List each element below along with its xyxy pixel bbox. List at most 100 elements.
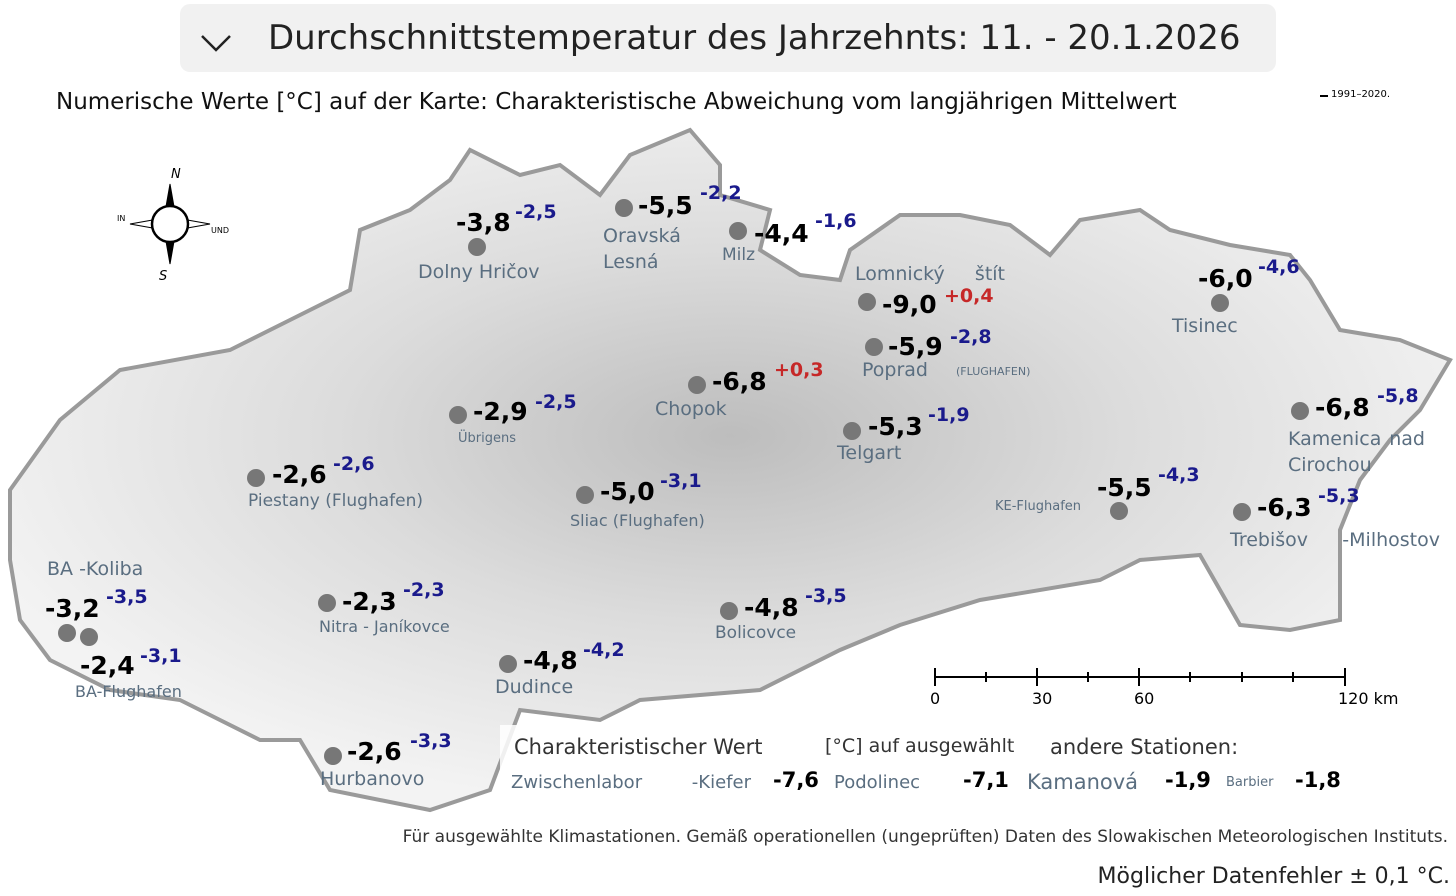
other-station-name: Kamanová [1027,770,1139,794]
station-note: (FLUGHAFEN) [956,365,1031,378]
station-value: -6,0 [1198,264,1253,293]
other-station-value: -7,1 [963,768,1009,792]
station-deviation: -4,6 [1258,256,1300,278]
station-value: -4,8 [523,646,578,675]
station-deviation: -4,3 [1158,464,1200,486]
compass-west: IN [117,214,126,223]
station-deviation: -2,2 [700,182,742,204]
station-dot [80,628,98,646]
station-deviation: -2,8 [950,326,992,348]
station-dot [729,222,747,240]
station-dot [499,655,517,673]
station-name: Dolny Hričov [418,261,540,283]
compass [129,183,211,265]
station-value: -5,5 [638,191,693,220]
station-value: -6,8 [1315,393,1370,422]
station-dot [858,293,876,311]
station-dot [1211,294,1229,312]
dropdown-chevron[interactable] [201,35,231,52]
station-value: -2,4 [80,651,135,680]
compass-north: N [171,167,181,182]
station-name: Dudince [495,676,574,698]
other-station-value: -7,6 [773,768,819,792]
station-dot [58,624,76,642]
station-value: -3,2 [45,594,100,623]
compass-east: UND [211,226,229,235]
station-name: Kamenica nad Cirochou [1288,428,1425,476]
station-value: -2,3 [342,587,397,616]
station-name: Tisinec [1172,315,1238,337]
station-value: -5,3 [868,412,923,441]
station-deviation: -1,6 [815,210,857,232]
station-dot [449,406,467,424]
legend-heading: [°C] auf ausgewählt [825,735,1015,757]
station-dot [1110,502,1128,520]
scale-label: 30 [1032,689,1053,708]
station-deviation: -3,1 [660,470,702,492]
station-deviation: -2,5 [535,391,577,413]
station-value: -2,6 [272,460,327,489]
station-name: Lomnický štít [855,263,1005,285]
station-name: Hurbanovo [320,768,425,790]
station-deviation: -2,6 [333,453,375,475]
station-dot [688,376,706,394]
station-dot [1233,503,1251,521]
station-name: BA-Flughafen [75,682,182,701]
station-value: -6,3 [1257,493,1312,522]
station-dot [843,422,861,440]
station-name: Sliac (Flughafen) [570,511,705,530]
station-dot [576,486,594,504]
station-value: -3,8 [456,208,511,237]
station-deviation: +0,3 [774,359,824,381]
station-value: -4,8 [744,593,799,622]
station-name: KE-Flughafen [995,499,1082,514]
station-name: Übrigens [458,431,516,446]
station-name: Trebišov -Milhostov [1230,529,1440,551]
legend-heading: Charakteristischer Wert [514,735,763,759]
station-dot [720,602,738,620]
station-deviation: -2,3 [403,579,445,601]
reference-period: 1991–2020. [1331,89,1391,100]
station-deviation: -3,3 [410,730,452,752]
station-value: -5,5 [1097,473,1152,502]
station-deviation: -3,5 [106,586,148,608]
footer-note: Für ausgewählte Klimastationen. Gemäß op… [402,827,1448,847]
station-deviation: +0,4 [944,285,994,307]
station-name: Telgart [837,442,902,464]
footer-error: Möglicher Datenfehler ± 0,1 °C. [1097,864,1450,889]
station-deviation: -1,9 [928,404,970,426]
legend-bg [500,725,1300,800]
compass-south: S [159,269,168,284]
subtitle: Numerische Werte [°C] auf der Karte: Cha… [56,89,1177,115]
station-name: Piestany (Flughafen) [248,491,423,511]
station-dot [865,338,883,356]
legend-heading: andere Stationen: [1050,735,1239,759]
station-deviation: -5,3 [1318,485,1360,507]
station-value: -9,0 [882,290,937,319]
station-dot [615,199,633,217]
scale-label: 120 km [1338,689,1399,708]
station-value: -5,0 [600,477,655,506]
title: Durchschnittstemperatur des Jahrzehnts: … [268,18,1241,58]
other-station-name: Zwischenlabor -Kiefer [511,771,751,793]
station-value: -2,9 [473,397,528,426]
station-name: BA -Koliba [47,558,144,580]
station-dot [468,238,486,256]
station-dot [318,594,336,612]
station-name: Milz [722,245,756,265]
station-name: Poprad [862,359,928,381]
station-value: -6,8 [712,367,767,396]
other-station-value: -1,8 [1295,768,1341,792]
scale-label: 0 [930,689,941,708]
station-deviation: -3,5 [805,585,847,607]
station-name: Bolicovce [715,623,797,643]
station-name: Nitra - Janíkovce [319,617,450,636]
scale-label: 60 [1134,689,1155,708]
other-station-name: Barbier [1226,775,1274,790]
title-box [180,4,1276,72]
station-name: Chopok [655,398,727,420]
station-deviation: -5,8 [1377,385,1419,407]
station-deviation: -3,1 [140,645,182,667]
